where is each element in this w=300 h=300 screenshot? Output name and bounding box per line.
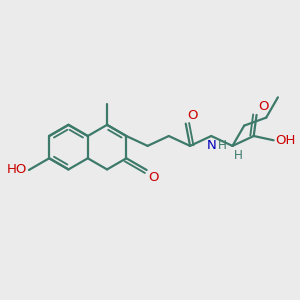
Text: H: H xyxy=(234,149,243,162)
Text: O: O xyxy=(258,100,268,113)
Text: OH: OH xyxy=(275,134,296,147)
Text: HO: HO xyxy=(7,164,28,176)
Text: H: H xyxy=(218,140,226,152)
Text: O: O xyxy=(148,171,159,184)
Text: N: N xyxy=(206,140,216,152)
Text: O: O xyxy=(187,109,198,122)
